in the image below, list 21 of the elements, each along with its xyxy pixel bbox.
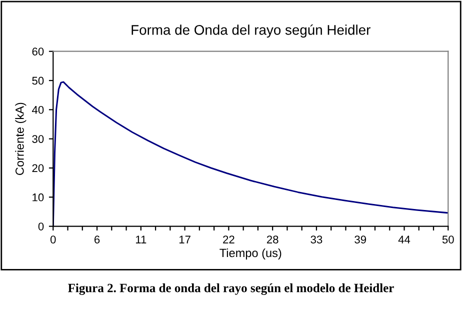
y-axis-title: Corriente (kA) xyxy=(15,102,26,175)
y-tick-label: 60 xyxy=(32,48,44,56)
text: Figura 2. Forma de onda del rayo según el modelo de Heidler xyxy=(68,283,394,295)
chart-title: Forma de Onda del rayo según Heidler xyxy=(132,24,370,38)
y-tick-label: 0 xyxy=(38,222,44,230)
x-tick-label: 44 xyxy=(398,236,410,244)
y-tick-label: 30 xyxy=(32,135,44,143)
x-tick-label: 6 xyxy=(94,236,100,244)
x-tick-label: 11 xyxy=(136,236,146,244)
x-tick-label: 28 xyxy=(266,236,278,244)
y-tick-label: 50 xyxy=(32,76,44,85)
x-tick-label: 39 xyxy=(354,236,366,244)
y-tick-label: 40 xyxy=(32,106,44,114)
y-tick-label: 20 xyxy=(32,164,44,172)
x-tick-label: 17 xyxy=(179,236,190,244)
x-tick-label: 0 xyxy=(50,236,56,244)
x-tick-label: 50 xyxy=(442,236,454,244)
x-tick-label: 33 xyxy=(310,236,322,244)
x-axis-title: Tiempo (us) xyxy=(220,248,282,260)
x-tick-label: 22 xyxy=(223,236,234,244)
y-tick-label: 10 xyxy=(32,193,44,202)
